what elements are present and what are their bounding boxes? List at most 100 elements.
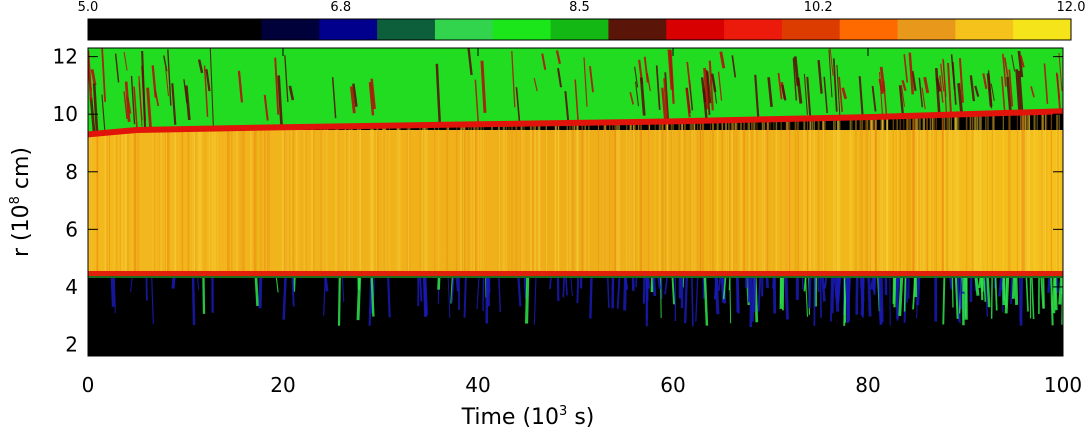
lower-plume [113,276,116,314]
lower-plume [949,276,954,290]
lower-plume [437,276,441,290]
lower-plume [616,276,621,309]
lower-plume [275,276,279,293]
outer-streak [731,55,737,78]
lower-plume [1050,276,1054,326]
outer-streak [903,54,909,83]
lower-plume [258,276,263,309]
outer-streak [480,60,487,113]
outer-streak [124,81,131,123]
outer-streak [511,51,516,108]
lower-plume [171,276,176,289]
outer-streak [237,70,244,103]
colorbar-cell [319,19,378,40]
outer-streak [197,59,204,74]
plot-frame [87,47,1064,357]
lower-plume [1042,276,1045,309]
outer-streak [990,83,995,102]
y-tick-label: 8 [65,160,78,184]
outer-streak [274,57,280,115]
lower-plume [984,276,989,317]
lower-plume [1055,276,1059,294]
outer-streak [792,58,798,101]
outer-streak [806,76,812,119]
outer-streak [1017,50,1024,78]
lower-plume [728,276,731,291]
outer-streak [982,73,988,90]
lower-plume [867,276,872,317]
lower-plume [736,276,740,314]
y-tick-label: 10 [53,102,78,126]
colorbar-cell [88,19,147,40]
outer-streak [935,77,942,92]
lower-plume [1019,276,1023,326]
lower-plume [713,276,719,300]
lower-plume [897,276,901,288]
lower-plume [784,276,790,320]
lower-plume [1052,276,1057,314]
lower-plume [145,276,148,301]
lower-plume [293,276,296,292]
plot-area [88,48,1063,356]
outer-streak [711,73,717,93]
outer-streak [183,79,188,104]
colorbar-frame [87,18,1072,41]
outer-layer-red-streaks [88,48,1063,134]
colorbar-cells [88,19,1072,40]
outer-streak [1015,69,1022,113]
lower-plume [373,276,375,299]
outer-streak [686,61,692,90]
outer-streak [719,51,726,69]
outer-streak [836,64,841,118]
lower-plume [1058,276,1063,305]
lower-plume [1025,276,1029,312]
outer-streak [133,86,138,131]
outer-streak [643,56,649,83]
outer-streak [939,75,944,103]
colorbar-cell [434,19,494,40]
lower-plume [341,276,345,303]
outer-streak [898,85,905,117]
lower-plume [956,276,961,322]
lower-plume [831,276,835,314]
lower-plume [986,276,991,308]
lower-plume [589,276,593,319]
lower-plume [998,276,1003,297]
outer-streak [564,91,570,124]
upper-shell-region [88,130,1063,275]
outer-streak [706,71,712,104]
lower-plume [525,276,530,324]
outer-streak [574,79,579,123]
lower-plume [954,276,959,319]
lower-plume [660,276,662,319]
x-tick-label: 60 [660,373,685,397]
colorbar-cell [1013,19,1072,40]
lower-plume [691,276,694,327]
outer-streak [879,71,884,117]
outer-streak [685,89,691,118]
lower-plume [565,276,568,296]
outer-streak [661,87,667,122]
lower-plume [722,276,727,300]
outer-streak [209,48,214,126]
outer-streak [1001,76,1006,114]
outer-streak [921,87,926,110]
upper-shell-streaks [88,111,1060,274]
outer-streak [1002,53,1007,87]
lower-plume [951,276,954,308]
x-tick-label: 80 [855,373,880,397]
lower-plume [151,276,154,324]
outer-streak [370,78,376,110]
lower-plume [291,276,295,307]
outer-streak [823,76,828,114]
outer-streak [908,52,915,95]
outer-streak [203,65,209,117]
outer-streak [263,94,269,121]
outer-streak [942,58,947,98]
lower-plume [254,276,259,307]
outer-streak [777,72,783,100]
outer-streak [667,49,674,90]
lower-plume [859,276,865,303]
lower-plume [1011,276,1016,299]
colorbar-cell [145,19,205,40]
